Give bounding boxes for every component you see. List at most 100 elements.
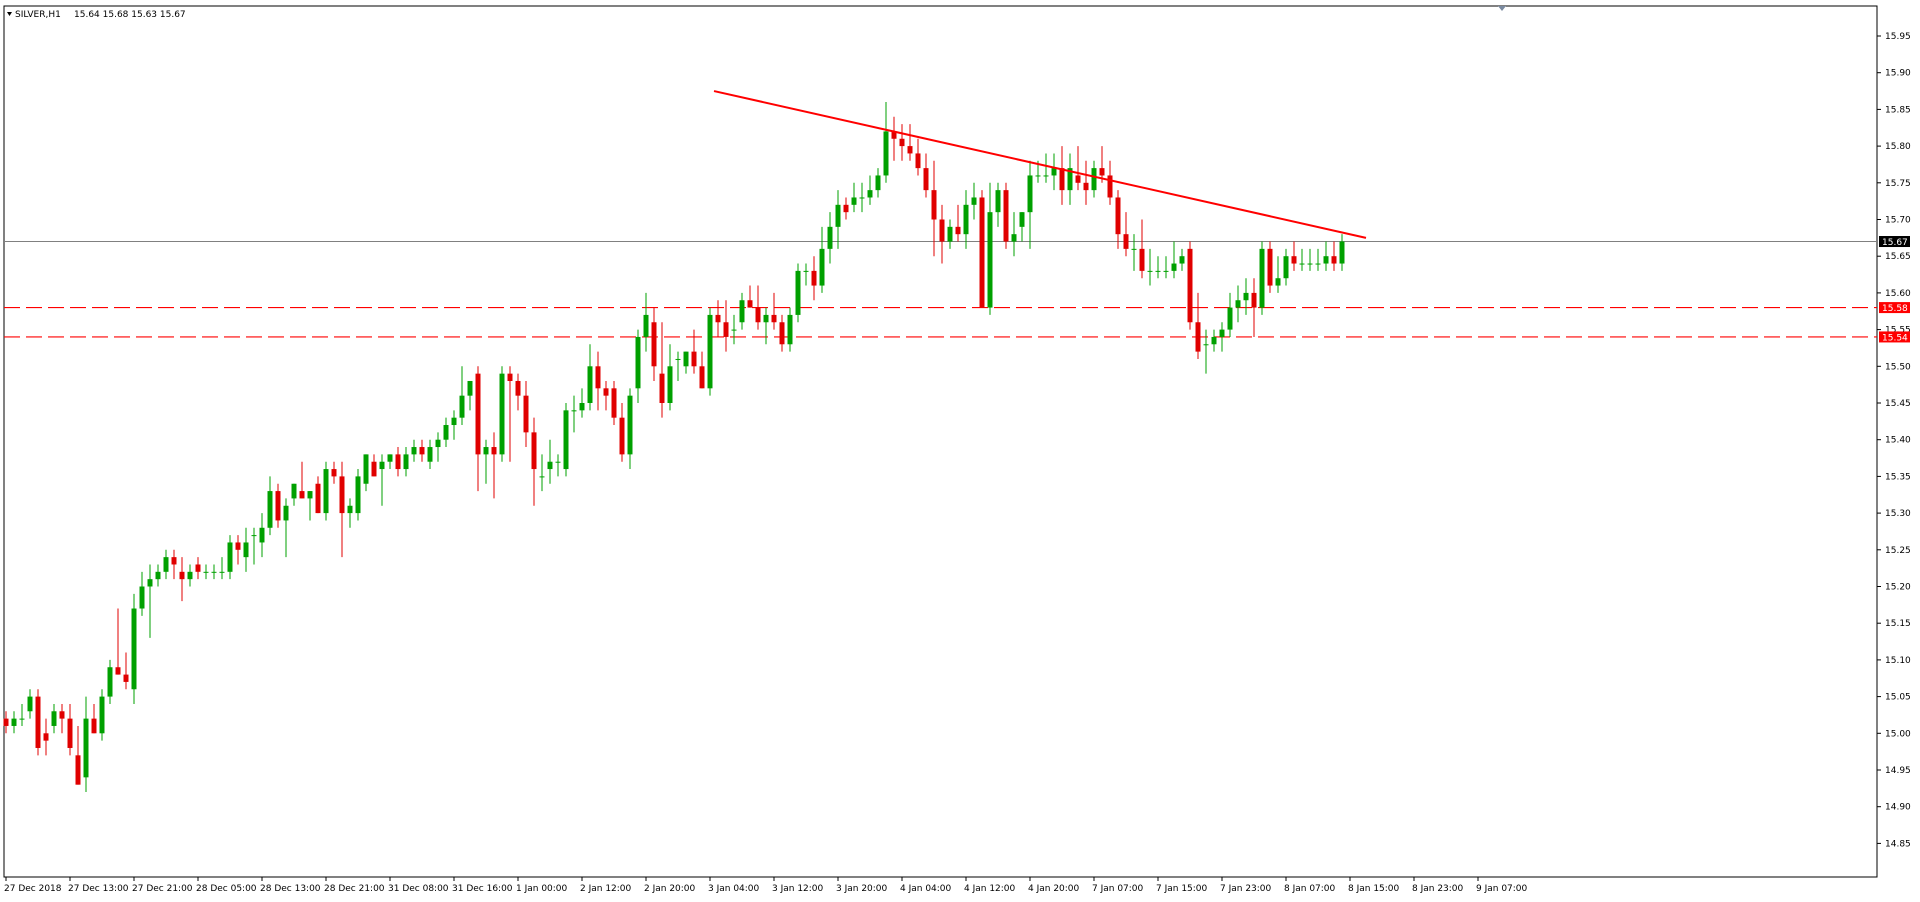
candle-body <box>539 476 545 478</box>
candle-body <box>867 190 873 198</box>
candle-body <box>1099 168 1105 176</box>
trendline-layer[interactable] <box>713 90 1367 239</box>
candle-body <box>755 307 761 323</box>
candle-body <box>99 696 105 734</box>
candle <box>379 454 385 506</box>
candle <box>243 527 249 572</box>
candle <box>363 454 369 492</box>
candle-body <box>859 197 865 199</box>
candle <box>851 182 857 213</box>
price-tick-label: 14.90 <box>1885 803 1911 813</box>
candle-body <box>683 351 689 367</box>
candle <box>523 380 529 448</box>
candle-body <box>827 226 833 249</box>
price-axis[interactable]: 15.95 15.90 15.85 15.80 15.75 15.70 15.65 15.60… <box>1877 32 1911 849</box>
plot-frame <box>3 5 1878 878</box>
candle <box>339 461 345 558</box>
time-tick-label: 28 Dec 21:00 <box>324 884 385 894</box>
price-tick-label: 15.80 <box>1885 142 1911 152</box>
candle-body <box>699 366 705 389</box>
candle-body <box>235 542 241 550</box>
candle <box>667 344 673 411</box>
candle <box>659 322 665 418</box>
ohlc-label: 15.64 15.68 15.63 15.67 <box>74 10 186 20</box>
candle-body <box>899 138 905 147</box>
candle <box>1051 153 1057 191</box>
candle-body <box>355 476 361 514</box>
candle <box>59 703 65 734</box>
candle-body <box>35 696 41 748</box>
resistance-trendline[interactable] <box>713 90 1367 239</box>
candle <box>1283 248 1289 286</box>
candle <box>915 138 921 176</box>
candle <box>307 491 313 521</box>
candle-body <box>507 373 513 381</box>
candle-body <box>227 542 233 572</box>
candle <box>51 703 57 734</box>
candle <box>395 447 401 477</box>
candle <box>43 718 49 756</box>
candle-body <box>1027 175 1033 213</box>
candle <box>1147 248 1153 286</box>
time-tick-label: 3 Jan 12:00 <box>772 884 824 894</box>
candle <box>923 153 929 198</box>
candle-body <box>1115 197 1121 235</box>
level-price-tag-1-text: 15.58 <box>1882 304 1908 314</box>
candle-body <box>1243 292 1249 301</box>
candle <box>555 454 561 477</box>
candle <box>939 204 945 264</box>
candle <box>1291 241 1297 271</box>
candle-body <box>835 204 841 227</box>
symbol-menu-icon[interactable] <box>7 12 12 16</box>
price-tick-label: 15.00 <box>1885 729 1911 739</box>
candle <box>611 380 617 426</box>
candle-body <box>147 579 153 587</box>
price-tick-label: 14.95 <box>1885 766 1911 776</box>
candle-body <box>691 351 697 367</box>
candle-body <box>1131 248 1137 250</box>
time-tick-label: 28 Dec 13:00 <box>260 884 321 894</box>
candle-body <box>731 329 737 331</box>
candle <box>147 564 153 638</box>
candle <box>507 366 513 462</box>
candle <box>1011 212 1017 257</box>
candle-body <box>1171 263 1177 271</box>
price-tick-label: 15.75 <box>1885 179 1911 189</box>
candle <box>1339 234 1345 271</box>
candle-body <box>763 314 769 323</box>
time-axis[interactable]: 27 Dec 2018 27 Dec 13:00 27 Dec 21:00 28 De… <box>4 877 1528 894</box>
candle-body <box>611 388 617 418</box>
candle-body <box>3 718 9 726</box>
candle-body <box>347 505 353 514</box>
candle-body <box>363 454 369 484</box>
candle <box>99 689 105 741</box>
candle-body <box>1091 168 1097 191</box>
candle-body <box>67 718 73 748</box>
current-price-tag-text: 15.67 <box>1882 238 1908 248</box>
candle <box>123 652 129 690</box>
candle-body <box>267 491 273 528</box>
candle-body <box>299 491 305 499</box>
candle-body <box>571 410 577 412</box>
candle <box>619 403 625 462</box>
candle-body <box>883 131 889 176</box>
candle-body <box>1283 256 1289 279</box>
candle <box>803 263 809 286</box>
candle-body <box>123 674 129 682</box>
candle-body <box>1299 263 1305 265</box>
chart-shift-marker-icon[interactable] <box>1498 6 1506 11</box>
candle-body <box>851 197 857 205</box>
candle-body <box>795 270 801 315</box>
candle-body <box>619 417 625 455</box>
candle-body <box>139 586 145 609</box>
candle-body <box>1251 292 1257 308</box>
candle-body <box>115 667 121 675</box>
candle-body <box>451 417 457 426</box>
candle-body <box>747 300 753 308</box>
candle <box>971 182 977 220</box>
time-tick-label: 28 Dec 05:00 <box>196 884 257 894</box>
candle <box>1139 219 1145 279</box>
candle <box>875 168 881 198</box>
candle-body <box>595 366 601 389</box>
